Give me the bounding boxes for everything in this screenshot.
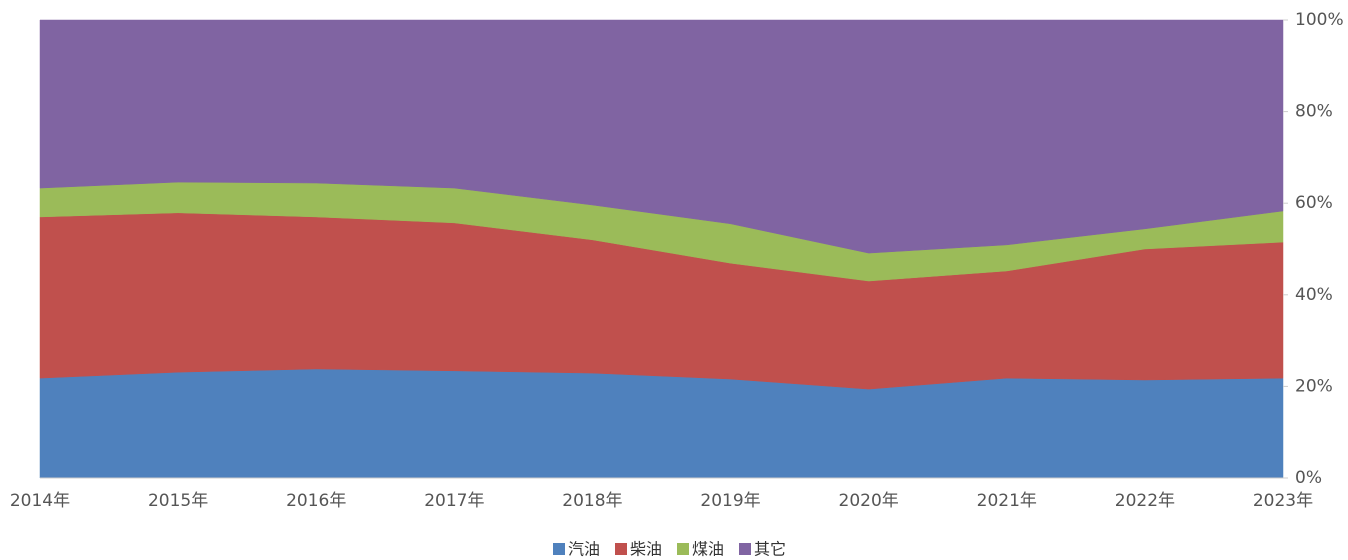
x-tick-label: 2017年 <box>424 491 484 511</box>
y-tick-label: 100% <box>1295 10 1344 30</box>
x-tick-label: 2022年 <box>1115 491 1175 511</box>
legend-swatch <box>677 543 689 555</box>
area <box>39 368 1284 479</box>
y-tick-label: 80% <box>1295 102 1333 122</box>
legend-swatch <box>739 543 751 555</box>
x-tick-label: 2016年 <box>286 491 346 511</box>
x-tick-label: 2023年 <box>1253 491 1313 511</box>
legend-label: 煤油 <box>692 540 724 559</box>
legend-label: 其它 <box>754 540 786 559</box>
x-tick-label: 2021年 <box>977 491 1037 511</box>
legend-swatch <box>615 543 627 555</box>
y-tick-label: 0% <box>1295 468 1322 488</box>
y-tick-label: 40% <box>1295 285 1333 305</box>
legend-label: 汽油 <box>568 540 600 559</box>
x-tick-label: 2015年 <box>148 491 208 511</box>
y-tick-label: 20% <box>1295 376 1333 396</box>
x-tick-label: 2020年 <box>839 491 899 511</box>
y-tick-label: 60% <box>1295 193 1333 213</box>
x-tick-label: 2019年 <box>700 491 760 511</box>
x-tick-label: 2018年 <box>562 491 622 511</box>
legend-label: 柴油 <box>630 540 662 559</box>
legend-swatch <box>553 543 565 555</box>
x-tick-label: 2014年 <box>10 491 70 511</box>
area <box>39 19 1284 254</box>
